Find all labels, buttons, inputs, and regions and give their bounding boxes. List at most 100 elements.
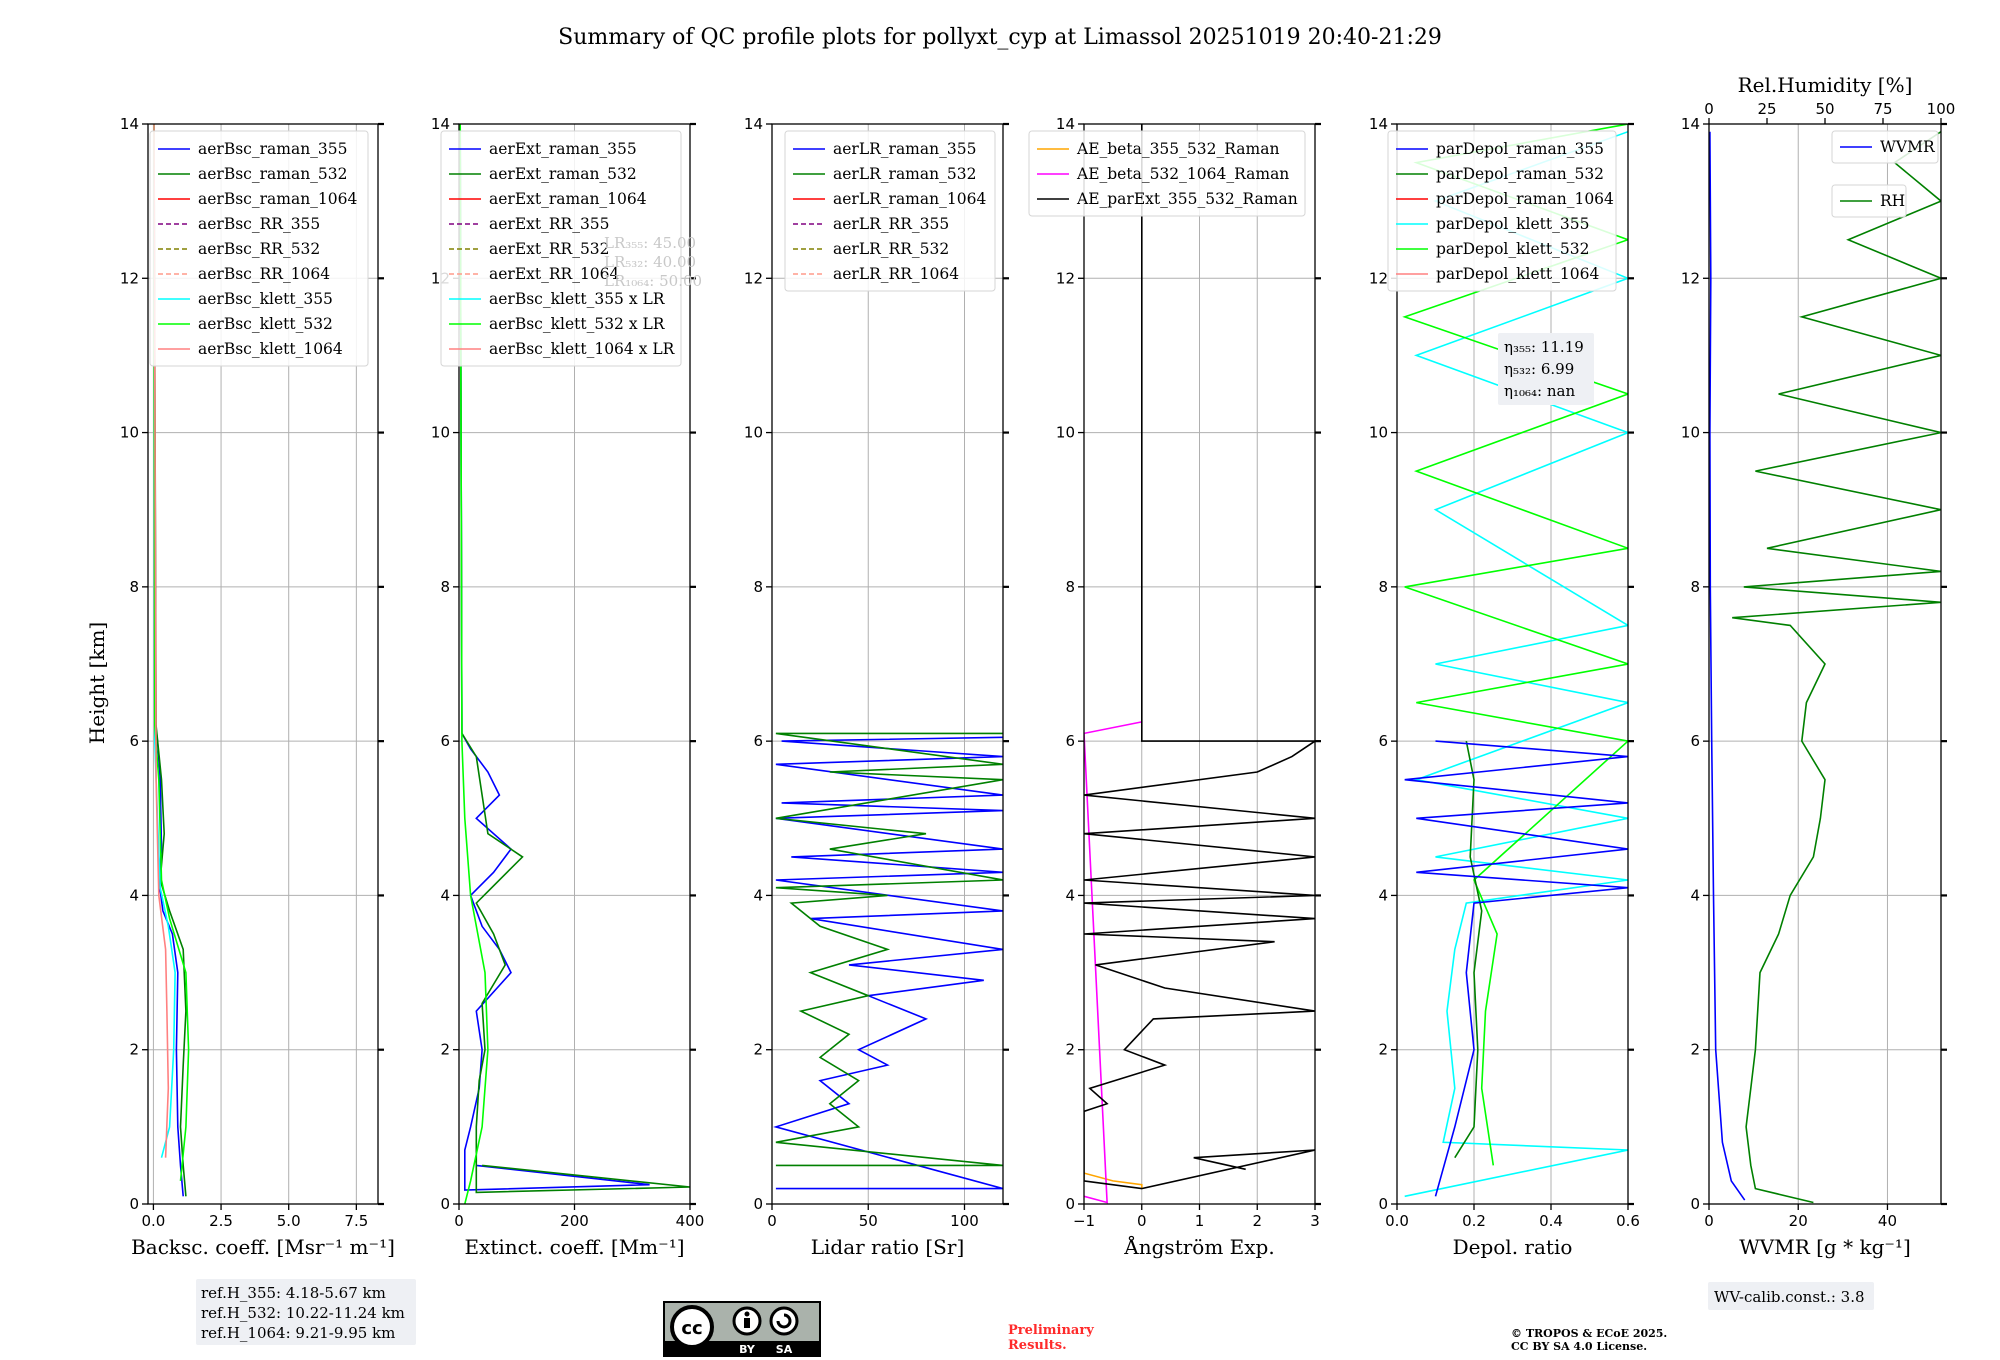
legend-label: aerBsc_klett_532 x LR bbox=[489, 315, 666, 333]
series-line-parDepol_raman_355 bbox=[1404, 740, 1628, 1197]
eta-value: η₃₅₅: 11.19 bbox=[1504, 338, 1584, 356]
panel-depol: 0 2 4 6 8 10 12 14 0.0 0.2 0.4 0.6 Depol. ratio parDe… bbox=[1369, 115, 1640, 1259]
x-tick-label: 0.4 bbox=[1539, 1212, 1563, 1230]
series-line-aerBsc_raman_532 bbox=[153, 124, 187, 1197]
series-line-AE_beta_355_532_Raman bbox=[1084, 1172, 1143, 1189]
y-tick-label: 6 bbox=[753, 732, 763, 750]
x-tick-label: 200 bbox=[560, 1212, 589, 1230]
legend-label: parDepol_raman_355 bbox=[1436, 140, 1604, 158]
ref-line-355: ref.H_355: 4.18-5.67 km bbox=[201, 1284, 386, 1302]
y-tick-label: 6 bbox=[440, 732, 450, 750]
legend-label: AE_beta_532_1064_Raman bbox=[1076, 165, 1289, 183]
series-line-aerBsc_klett_532 x LR bbox=[459, 124, 489, 1204]
legend-lr: aerLR_raman_355 aerLR_raman_532 aerLR_rama… bbox=[784, 130, 996, 292]
y-tick-label: 2 bbox=[1065, 1041, 1075, 1059]
y-tick-label: 12 bbox=[120, 269, 139, 287]
x-tick-label: 7.5 bbox=[344, 1212, 368, 1230]
x-tick-label: 400 bbox=[676, 1212, 705, 1230]
legend-depol: parDepol_raman_355 parDepol_raman_532 parD… bbox=[1387, 130, 1617, 292]
ref-line-532: ref.H_532: 10.22-11.24 km bbox=[201, 1304, 405, 1322]
y-tick-label: 6 bbox=[1378, 732, 1388, 750]
legend-label: parDepol_klett_532 bbox=[1436, 240, 1589, 258]
x-axis-label-depol: Depol. ratio bbox=[1453, 1235, 1573, 1259]
eta-box: η₃₅₅: 11.19 η₅₃₂: 6.99 η₁₀₆₄: nan bbox=[1498, 333, 1594, 405]
preliminary-note-line2: Results. bbox=[1008, 1338, 1067, 1353]
copyright-line1: © TROPOS & ECoE 2025. bbox=[1511, 1327, 1667, 1340]
legend-label: aerExt_RR_355 bbox=[489, 215, 610, 233]
series-group-ext bbox=[459, 124, 690, 1204]
legend-box bbox=[440, 130, 682, 367]
panel-lr: 0 2 4 6 8 10 12 14 0 50 100 Lidar ratio [Sr] aerLR_r… bbox=[744, 115, 1009, 1259]
series-line-parDepol_klett_355 bbox=[1404, 130, 1628, 1198]
cc-license-badge-icon: cc BY SA bbox=[663, 1301, 821, 1357]
legend-label: aerExt_RR_1064 bbox=[489, 265, 620, 283]
legend-label: RH bbox=[1880, 192, 1905, 210]
cc-by-label: BY bbox=[739, 1343, 756, 1356]
y-tick-label: 2 bbox=[753, 1041, 763, 1059]
y-tick-label: 14 bbox=[1681, 115, 1700, 133]
axes-frame-bsc bbox=[147, 123, 379, 1205]
eta-box-bg bbox=[1498, 333, 1594, 405]
legend-label: parDepol_raman_1064 bbox=[1436, 190, 1614, 208]
series-line-aerBsc_klett_1064 bbox=[153, 124, 170, 1158]
series-line-aerExt_raman_532 bbox=[459, 124, 690, 1194]
x-tick-label: 2 bbox=[1252, 1212, 1262, 1230]
y-tick-label: 0 bbox=[753, 1195, 763, 1213]
legend-label: aerLR_RR_532 bbox=[833, 240, 949, 258]
y-tick-label: 8 bbox=[753, 578, 763, 596]
top-tick-label: 50 bbox=[1815, 100, 1834, 118]
legend-label: parDepol_klett_355 bbox=[1436, 215, 1589, 233]
legend-label: aerBsc_raman_1064 bbox=[198, 190, 358, 208]
legend-label: aerBsc_klett_532 bbox=[198, 315, 333, 333]
top-tick-label: 75 bbox=[1873, 100, 1892, 118]
legend-label: aerExt_raman_355 bbox=[489, 140, 637, 158]
x-tick-label: 2.5 bbox=[209, 1212, 233, 1230]
legend-ext: aerExt_raman_355 aerExt_raman_532 aerExt_r… bbox=[440, 130, 682, 367]
legend-label: AE_parExt_355_532_Raman bbox=[1076, 190, 1298, 208]
y-tick-label: 10 bbox=[1056, 424, 1075, 442]
y-tick-label: 4 bbox=[753, 886, 763, 904]
axes-frame-depol bbox=[1396, 123, 1629, 1205]
lidar-ratio-note: LR₅₃₂: 40.00 bbox=[604, 253, 696, 271]
legend-label: aerLR_raman_1064 bbox=[833, 190, 986, 208]
copyright-line2: CC BY SA 4.0 License. bbox=[1511, 1340, 1647, 1353]
wv-calibration-box: WV-calib.const.: 3.8 bbox=[1708, 1282, 1874, 1310]
legend-label: AE_beta_355_532_Raman bbox=[1076, 140, 1279, 158]
legend-label: aerLR_RR_1064 bbox=[833, 265, 959, 283]
x-tick-label: 1 bbox=[1195, 1212, 1205, 1230]
x-tick-label: 0 bbox=[767, 1212, 777, 1230]
x-axis-label-lr: Lidar ratio [Sr] bbox=[811, 1235, 965, 1259]
y-tick-label: 0 bbox=[1065, 1195, 1075, 1213]
legend-box bbox=[784, 130, 996, 292]
x-tick-label: 0 bbox=[454, 1212, 464, 1230]
legend-box bbox=[149, 130, 369, 367]
legend-box-wvmr bbox=[1831, 130, 1939, 164]
x-tick-label: 0.0 bbox=[1385, 1212, 1409, 1230]
x-tick-label: 5.0 bbox=[277, 1212, 301, 1230]
y-tick-label: 10 bbox=[431, 424, 450, 442]
y-tick-label: 4 bbox=[1690, 886, 1700, 904]
y-tick-label: 0 bbox=[129, 1195, 139, 1213]
legend-label: aerBsc_RR_532 bbox=[198, 240, 320, 258]
x-tick-label: −1 bbox=[1073, 1212, 1095, 1230]
x-tick-label: 0.6 bbox=[1616, 1212, 1640, 1230]
y-tick-label: 6 bbox=[129, 732, 139, 750]
y-tick-label: 10 bbox=[1369, 424, 1388, 442]
x-axis-label-bsc: Backsc. coeff. [Msr⁻¹ m⁻¹] bbox=[131, 1235, 395, 1259]
legend-label: aerBsc_raman_532 bbox=[198, 165, 348, 183]
y-tick-label: 8 bbox=[129, 578, 139, 596]
wv-calib-text: WV-calib.const.: 3.8 bbox=[1714, 1288, 1865, 1306]
cc-sa-label: SA bbox=[776, 1343, 793, 1356]
y-tick-label: 2 bbox=[1378, 1041, 1388, 1059]
series-line-aerExt_raman_355 bbox=[459, 124, 650, 1191]
legend-label: aerBsc_RR_1064 bbox=[198, 265, 330, 283]
ref-line-1064: ref.H_1064: 9.21-9.95 km bbox=[201, 1324, 395, 1342]
legend-label: parDepol_klett_1064 bbox=[1436, 265, 1599, 283]
series-line-aerLR_raman_355 bbox=[773, 736, 1003, 1190]
legend-label: aerBsc_klett_1064 x LR bbox=[489, 340, 676, 358]
